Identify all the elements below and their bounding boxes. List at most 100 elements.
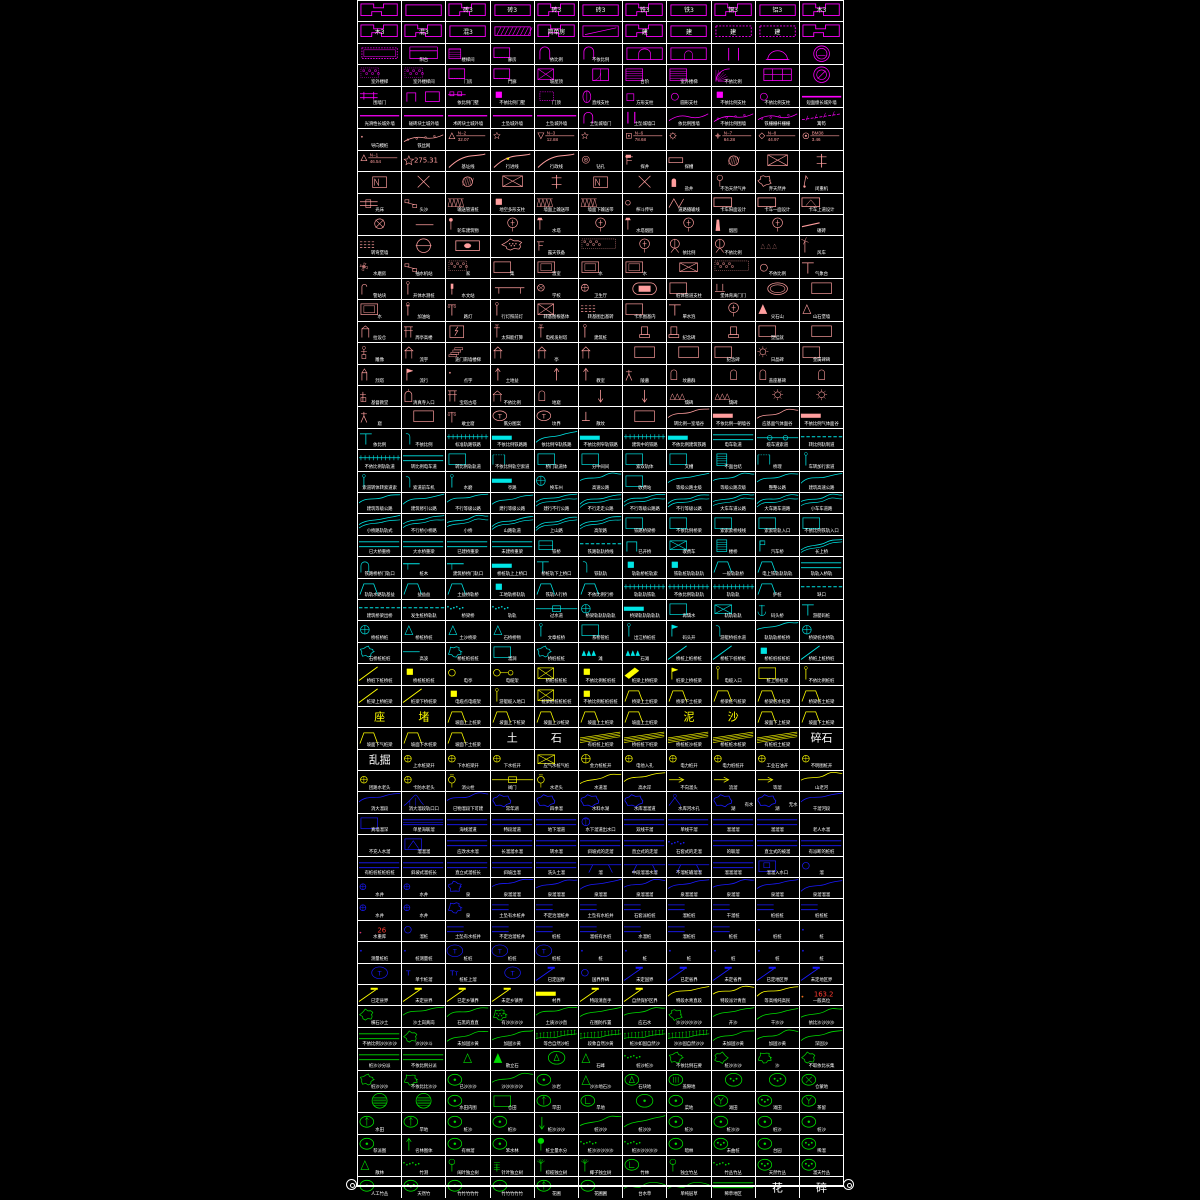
- symbol-cell[interactable]: 电缆点电缆架: [446, 685, 491, 706]
- symbol-cell[interactable]: 干溜桩: [711, 899, 756, 920]
- symbol-cell[interactable]: 水塔烟囮: [623, 214, 668, 236]
- symbol-cell[interactable]: 山老河: [799, 771, 844, 792]
- symbol-cell[interactable]: 桩沙如固自然沙: [623, 1027, 668, 1049]
- symbol-cell[interactable]: 卡车阳面设计: [711, 193, 756, 214]
- symbol-cell[interactable]: 竹竹竹竹竹: [446, 1177, 491, 1198]
- symbol-cell[interactable]: 闭重机: [799, 172, 844, 193]
- symbol-cell[interactable]: 土地益: [490, 364, 535, 386]
- symbol-cell[interactable]: 电力桩桩开: [711, 749, 756, 771]
- symbol-cell[interactable]: 应石水: [623, 1006, 668, 1027]
- symbol-cell[interactable]: 砖3: [446, 1, 491, 22]
- symbol-cell[interactable]: 不依比例分派: [402, 1049, 447, 1070]
- symbol-cell[interactable]: 自然保护区界: [623, 984, 668, 1006]
- symbol-cell[interactable]: 不行等级公路: [667, 492, 712, 514]
- symbol-cell[interactable]: 游艇码桩: [799, 599, 844, 621]
- symbol-cell[interactable]: [490, 236, 535, 257]
- symbol-cell[interactable]: 桥桩桩桩桩: [446, 642, 491, 664]
- symbol-cell[interactable]: 木3: [358, 22, 403, 43]
- symbol-cell[interactable]: 直立式溜桩长: [446, 856, 491, 878]
- symbol-cell[interactable]: 铁丝网: [402, 129, 447, 150]
- symbol-cell[interactable]: 163.2 一般高位: [799, 984, 844, 1006]
- symbol-cell[interactable]: 單水泡: [667, 300, 712, 321]
- symbol-cell[interactable]: 乱掘: [358, 749, 403, 771]
- symbol-cell[interactable]: 消大溜段轨口口: [402, 792, 447, 813]
- symbol-cell[interactable]: [755, 150, 800, 172]
- symbol-cell[interactable]: 卡车上道设计: [799, 193, 844, 214]
- symbol-cell[interactable]: 轨轨轨: [711, 578, 756, 599]
- symbol-cell[interactable]: 桩沙沙沙沙沙: [578, 1134, 624, 1156]
- symbol-cell[interactable]: 围墙门: [358, 86, 403, 107]
- symbol-cell[interactable]: 纪念碑: [667, 321, 712, 343]
- symbol-cell[interactable]: T 氯分图案: [490, 407, 535, 428]
- symbol-cell[interactable]: 未加固沙黄: [446, 1027, 491, 1049]
- symbol-cell[interactable]: 烟囮: [711, 214, 756, 236]
- symbol-cell[interactable]: 桥梁桩气桩梁: [711, 685, 756, 706]
- symbol-cell[interactable]: 系桥管桩: [578, 621, 624, 642]
- symbol-cell[interactable]: 特段清直手: [578, 984, 624, 1006]
- symbol-cell[interactable]: 不依比例: [578, 43, 624, 65]
- symbol-cell[interactable]: 集: [490, 257, 535, 279]
- symbol-cell[interactable]: 桥梁轨轨轨轨轨: [578, 599, 624, 621]
- symbol-cell[interactable]: 单星海联溜: [402, 813, 447, 835]
- symbol-cell[interactable]: 测量桩桩: [358, 942, 403, 963]
- symbol-cell[interactable]: 应改水水溜: [446, 835, 491, 856]
- symbol-cell[interactable]: [623, 43, 668, 65]
- symbol-cell[interactable]: 建筑等级公路: [358, 492, 403, 514]
- symbol-cell[interactable]: 等级公路主级: [667, 471, 712, 492]
- symbol-cell[interactable]: 桩沙沙沙: [534, 1113, 579, 1134]
- symbol-cell[interactable]: 溜溜溜溜: [711, 856, 756, 878]
- symbol-cell[interactable]: 铁桥: [534, 535, 579, 557]
- symbol-cell[interactable]: 溜桩桩: [667, 899, 712, 920]
- symbol-cell[interactable]: 转比例电车道: [402, 450, 447, 471]
- symbol-cell[interactable]: 道路播输线: [667, 193, 712, 214]
- symbol-cell[interactable]: 术砖块土城外墙: [446, 107, 491, 129]
- symbol-cell[interactable]: 廊房: [490, 43, 535, 65]
- symbol-cell[interactable]: 水库溜溜道: [623, 792, 668, 813]
- symbol-cell[interactable]: 26 水重库: [358, 920, 403, 942]
- symbol-cell[interactable]: 沙土岗真岗: [402, 1006, 447, 1027]
- symbol-cell[interactable]: 光床: [358, 193, 403, 214]
- symbol-cell[interactable]: 桩测量桩: [402, 942, 447, 963]
- symbol-cell[interactable]: 桩沙沙沙: [358, 1070, 403, 1091]
- symbol-cell[interactable]: 铁3: [623, 1, 668, 22]
- symbol-cell[interactable]: 坡面下土桩梁: [799, 706, 844, 728]
- symbol-cell[interactable]: 荐派图: [358, 1134, 403, 1156]
- symbol-cell[interactable]: 四季溜: [534, 792, 579, 813]
- symbol-cell[interactable]: 桥桩桩沙桩梁: [667, 728, 712, 749]
- symbol-cell[interactable]: 泉: [446, 878, 491, 899]
- symbol-cell[interactable]: 水下溜道出水口: [578, 813, 624, 835]
- symbol-cell[interactable]: 地空多形支柱: [490, 193, 535, 214]
- symbol-cell[interactable]: 混3: [402, 22, 447, 43]
- symbol-cell[interactable]: 警站块: [358, 279, 403, 300]
- symbol-cell[interactable]: 矯碑: [711, 386, 756, 407]
- symbol-cell[interactable]: 水田: [358, 1113, 403, 1134]
- symbol-cell[interactable]: 村界: [534, 984, 579, 1006]
- symbol-cell[interactable]: 特段水青直段: [667, 984, 712, 1006]
- symbol-cell[interactable]: 不依比例: [711, 236, 756, 257]
- symbol-cell[interactable]: 有沙沙沙沙: [490, 1006, 535, 1027]
- symbol-cell[interactable]: 轨轨轨铁轨: [623, 578, 668, 599]
- symbol-cell[interactable]: 卡防水老头: [402, 771, 447, 792]
- symbol-cell[interactable]: 不依比例: [402, 428, 447, 450]
- symbol-cell[interactable]: 电上铁轨轨轨轨: [755, 557, 800, 578]
- symbol-cell[interactable]: 索索索桥线线: [711, 514, 756, 535]
- symbol-cell[interactable]: 直立式的被溜: [755, 835, 800, 856]
- symbol-cell[interactable]: 石峰: [578, 1049, 624, 1070]
- symbol-cell[interactable]: 游艇缆入地口: [490, 685, 535, 706]
- symbol-cell[interactable]: 游艇桥桩水道: [711, 621, 756, 642]
- symbol-cell[interactable]: 烈塔: [358, 364, 403, 386]
- symbol-cell[interactable]: 一般轨轨桥: [711, 557, 756, 578]
- symbol-cell[interactable]: 索道前车机: [402, 471, 447, 492]
- symbol-cell[interactable]: 光滑性长城外墙: [358, 107, 403, 129]
- symbol-cell[interactable]: 室外楼梯间: [402, 65, 447, 86]
- symbol-cell[interactable]: 沙沙沙斗: [402, 1027, 447, 1049]
- symbol-cell[interactable]: [755, 279, 800, 300]
- symbol-cell[interactable]: 桩桩: [711, 920, 756, 942]
- symbol-cell[interactable]: 水: [623, 257, 668, 279]
- symbol-cell[interactable]: 窟: [358, 407, 403, 428]
- symbol-cell[interactable]: 点宇: [446, 364, 491, 386]
- symbol-cell[interactable]: 流溜: [711, 771, 756, 792]
- symbol-cell[interactable]: 竹林: [623, 1156, 668, 1177]
- symbol-cell[interactable]: 索索轮轨入口: [755, 514, 800, 535]
- symbol-cell[interactable]: [446, 172, 491, 193]
